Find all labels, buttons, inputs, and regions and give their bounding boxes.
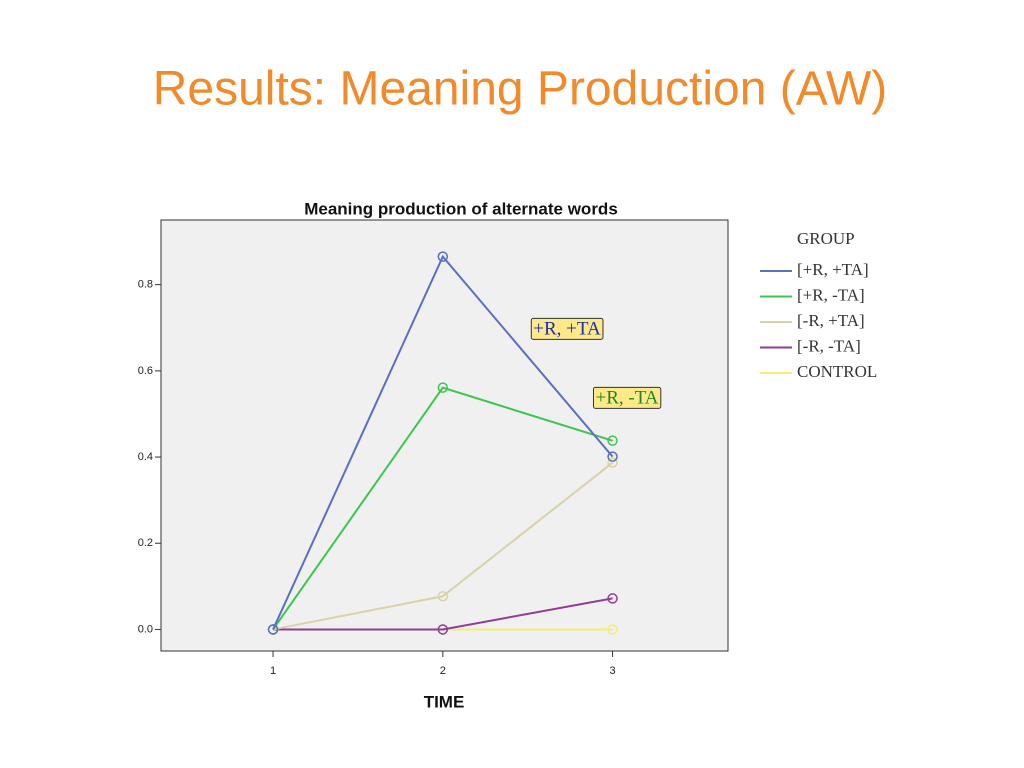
series-line xyxy=(272,254,614,630)
x-tick-label: 2 xyxy=(440,665,446,677)
plot-area xyxy=(160,219,729,652)
point xyxy=(437,591,449,602)
annotation: +R, -TA xyxy=(592,386,662,409)
x-tick-label: 1 xyxy=(270,665,276,677)
x-tick-label: 3 xyxy=(610,665,616,677)
y-tick-label: 0.4 xyxy=(138,451,153,463)
series-line xyxy=(273,597,613,631)
series-line xyxy=(272,461,614,631)
point xyxy=(267,624,279,635)
annotation-text: +R, -TA xyxy=(595,387,658,408)
point xyxy=(607,435,618,446)
point xyxy=(437,382,449,393)
y-tick-label: 0.8 xyxy=(138,279,153,291)
legend-title: GROUP xyxy=(797,229,855,248)
annotation: +R, +TA xyxy=(530,317,604,340)
y-tick-label: 0.6 xyxy=(138,365,153,377)
x-axis-label: TIME xyxy=(424,692,465,711)
point xyxy=(607,451,618,462)
slide-title: Results: Meaning Production (AW) xyxy=(153,63,888,116)
chart-title: Meaning production of alternate words xyxy=(304,199,618,218)
legend-label: [-R, +TA] xyxy=(797,311,865,330)
annotation-text: +R, +TA xyxy=(533,318,601,339)
y-tick-label: 0.0 xyxy=(138,623,153,635)
legend-label: CONTROL xyxy=(797,362,877,381)
point xyxy=(607,457,618,468)
annotation-box xyxy=(530,317,604,340)
legend-label: [-R, -TA] xyxy=(797,336,861,355)
legend-label: [+R, +TA] xyxy=(797,260,869,279)
y-tick-label: 0.2 xyxy=(138,537,153,549)
annotation-box xyxy=(592,386,662,409)
legend-label: [+R, -TA] xyxy=(797,285,865,304)
point xyxy=(607,624,618,635)
point xyxy=(437,251,449,262)
series-line xyxy=(272,386,613,631)
point xyxy=(437,624,449,635)
point xyxy=(607,593,618,604)
